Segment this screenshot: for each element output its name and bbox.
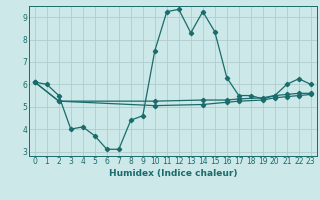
- X-axis label: Humidex (Indice chaleur): Humidex (Indice chaleur): [108, 169, 237, 178]
